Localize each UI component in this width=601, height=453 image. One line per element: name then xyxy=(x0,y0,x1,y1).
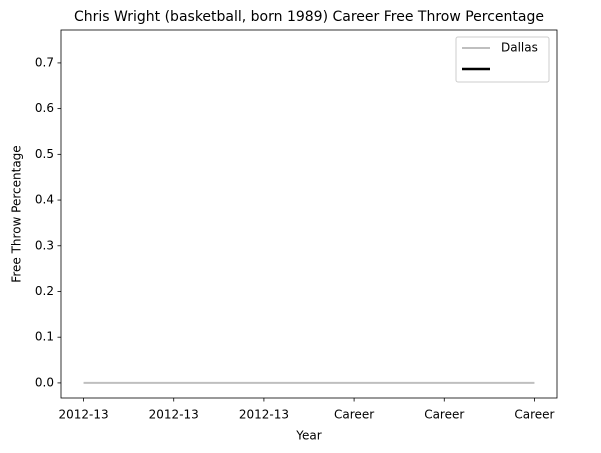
x-tick-label: Career xyxy=(514,408,554,422)
legend: Dallas xyxy=(455,36,550,83)
x-axis-label: Year xyxy=(295,429,321,443)
axes-frame xyxy=(60,29,558,399)
y-tick-label: 0.5 xyxy=(35,147,54,161)
x-tick-label: Career xyxy=(424,408,464,422)
y-tick-label: 0.4 xyxy=(35,193,54,207)
y-tick-label: 0.0 xyxy=(35,375,54,389)
x-tick-label: 2012-13 xyxy=(58,408,108,422)
legend-label: Dallas xyxy=(501,41,538,55)
plot-area: 0.0 0.1 0.2 0.3 0.4 0.5 0.6 0.7 2012-13 2012-13 20… xyxy=(35,55,555,421)
y-tick-label: 0.1 xyxy=(35,330,54,344)
x-tick-label: 2012-13 xyxy=(239,408,289,422)
y-tick-label: 0.2 xyxy=(35,284,54,298)
y-tick-label: 0.3 xyxy=(35,238,54,252)
y-axis-label: Free Throw Percentage xyxy=(10,145,24,282)
x-tick-label: 2012-13 xyxy=(149,408,199,422)
y-tick-label: 0.6 xyxy=(35,101,54,115)
y-tick-label: 0.7 xyxy=(35,55,54,69)
x-tick-label: Career xyxy=(334,408,374,422)
chart-title: Chris Wright (basketball, born 1989) Car… xyxy=(74,9,544,25)
